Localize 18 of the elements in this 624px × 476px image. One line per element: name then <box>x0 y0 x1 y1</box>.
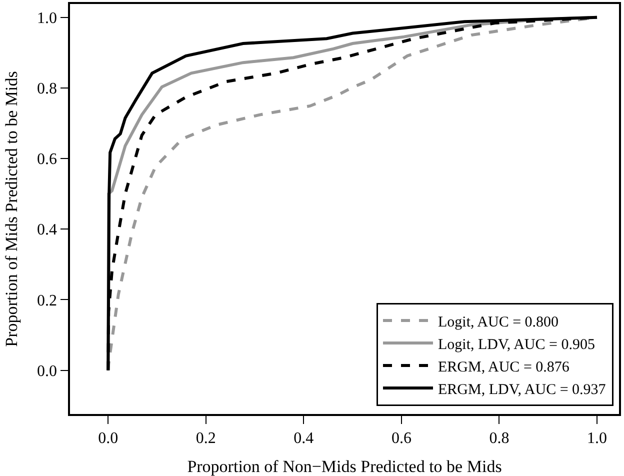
legend-label: ERGM, LDV, AUC = 0.937 <box>438 382 606 398</box>
x-tick-label: 1.0 <box>587 430 607 447</box>
y-tick-label: 0.6 <box>37 151 58 168</box>
x-tick-label: 0.0 <box>98 430 118 447</box>
y-tick-label: 0.0 <box>37 362 58 380</box>
x-tick-label: 0.4 <box>294 430 314 447</box>
x-tick-label: 0.8 <box>489 430 510 447</box>
y-tick-label: 0.8 <box>37 80 58 98</box>
legend-label: Logit, AUC = 0.800 <box>438 314 559 330</box>
y-tick-label: 1.0 <box>37 10 58 28</box>
x-tick-label: 0.2 <box>196 430 216 447</box>
legend-label: Logit, LDV, AUC = 0.905 <box>438 336 595 353</box>
x-tick-label: 0.6 <box>391 430 412 447</box>
x-axis-title: Proportion of Non−Mids Predicted to be Mids <box>187 457 502 476</box>
y-tick-label: 0.2 <box>37 292 58 310</box>
legend-label: ERGM, AUC = 0.876 <box>438 359 570 376</box>
y-tick-label: 0.4 <box>37 222 58 239</box>
y-axis-title: Proportion of Mids Predicted to be Mids <box>2 71 22 347</box>
